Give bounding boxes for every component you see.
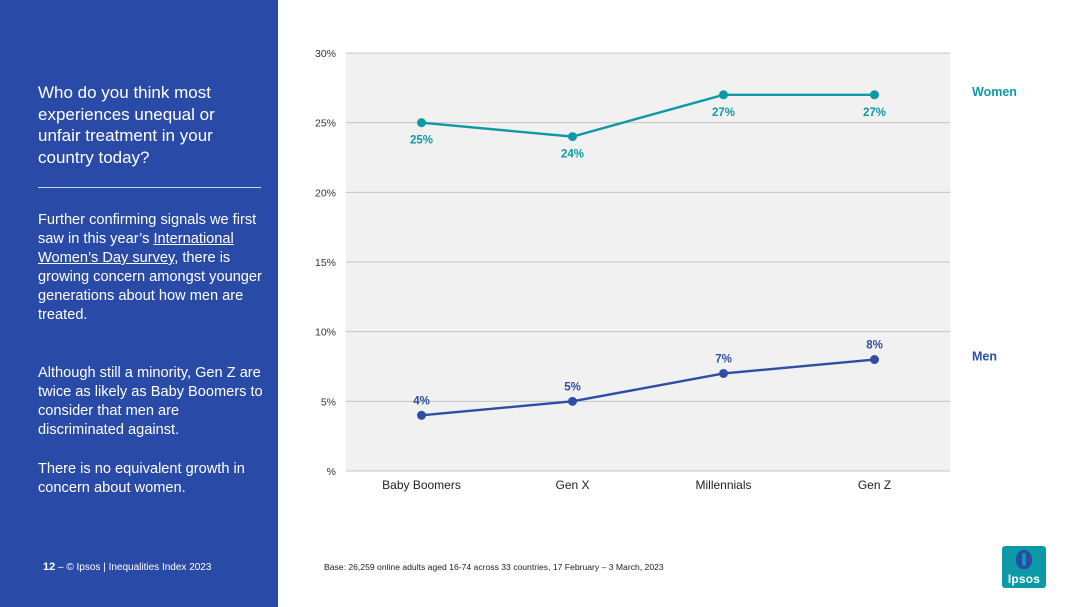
ipsos-logo-text: Ipsos	[1007, 572, 1041, 586]
men-point-1	[417, 410, 426, 420]
copyright-text: © Ipsos | Inequalities Index 2023	[66, 562, 212, 573]
y-tick-label-15: 15%	[315, 257, 336, 269]
footer: 12 – © Ipsos | Inequalities Index 2023	[43, 561, 211, 573]
men-point-2	[568, 396, 577, 406]
iwd-survey-link[interactable]: International Women’s Day survey	[38, 231, 234, 266]
x-tick-label-2: Gen X	[555, 478, 589, 492]
women-point-2	[568, 132, 577, 142]
line-chart: % 5% 10% 15% 20% 25% 30% Baby Boomers Gen X Mille…	[315, 48, 1017, 492]
women-series-name: Women	[972, 85, 1017, 99]
sidebar-divider	[38, 187, 261, 188]
women-data-label-2: 24%	[561, 149, 584, 161]
ipsos-logo-mark	[1016, 550, 1032, 569]
men-data-label-4: 8%	[866, 340, 883, 352]
x-tick-label-4: Gen Z	[858, 478, 891, 492]
paragraph-women: There is no equivalent growth in concern…	[38, 461, 245, 496]
men-data-label-1: 4%	[413, 395, 430, 407]
x-tick-label-3: Millennials	[695, 478, 751, 492]
women-data-label-3: 27%	[712, 107, 735, 119]
sidebar-panel: Who do you think most experiences unequa…	[0, 0, 278, 607]
women-data-label-1: 25%	[410, 135, 433, 147]
women-point-4	[870, 90, 879, 100]
paragraph-context: Further confirming signals we first saw …	[38, 211, 268, 325]
men-series-line	[421, 358, 875, 417]
women-point-3	[719, 90, 728, 100]
men-point-3	[719, 368, 728, 378]
paragraph-context-end: , there is growing concern amongst young…	[38, 250, 262, 323]
men-data-label-2: 5%	[564, 381, 581, 393]
page-number: 12	[43, 561, 56, 573]
men-point-4	[870, 355, 879, 365]
y-tick-label-0: %	[327, 466, 336, 478]
y-tick-label-5: 5%	[321, 396, 336, 408]
paragraph-context-start: Further confirming signals we first saw …	[38, 212, 257, 247]
question-heading: Who do you think most experiences unequa…	[38, 83, 215, 167]
women-point-1	[417, 118, 426, 128]
y-tick-label-20: 20%	[315, 187, 336, 199]
y-tick-label-25: 25%	[315, 118, 336, 130]
footer-separator: –	[55, 562, 67, 573]
ipsos-logo: Ipsos	[1002, 546, 1046, 588]
paragraph-genz: Although still a minority, Gen Z are twi…	[38, 365, 263, 438]
y-tick-label-30: 30%	[315, 48, 336, 60]
women-data-label-4: 27%	[863, 107, 886, 119]
women-series-line	[421, 93, 875, 138]
y-tick-label-10: 10%	[315, 327, 336, 339]
men-data-label-3: 7%	[715, 353, 732, 365]
x-tick-label-1: Baby Boomers	[382, 478, 461, 492]
men-series-name: Men	[972, 350, 997, 364]
base-note: Base: 26,259 online adults aged 16-74 ac…	[324, 562, 664, 572]
